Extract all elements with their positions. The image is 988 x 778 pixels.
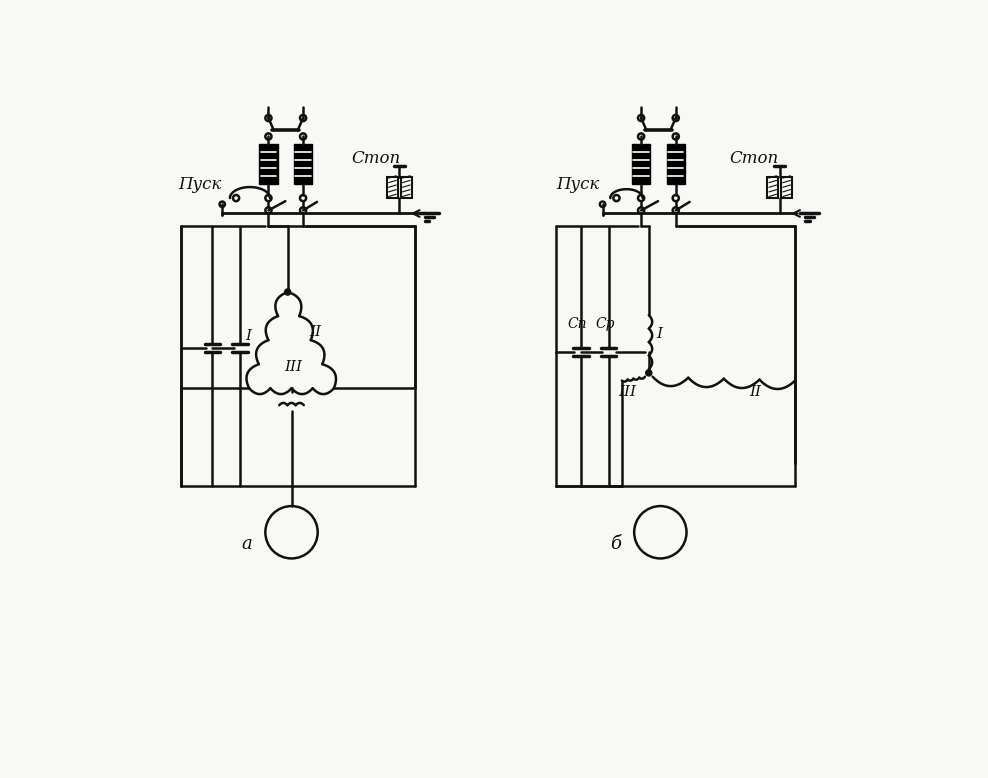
Circle shape xyxy=(673,133,679,139)
Text: Cп: Cп xyxy=(567,317,587,331)
Bar xyxy=(259,144,278,184)
Circle shape xyxy=(638,195,644,202)
Text: б: б xyxy=(611,535,621,553)
Circle shape xyxy=(266,195,272,202)
Text: II: II xyxy=(309,325,321,339)
Circle shape xyxy=(233,195,239,202)
Text: II: II xyxy=(749,385,761,399)
Bar xyxy=(667,144,685,184)
Bar xyxy=(387,177,398,198)
Bar xyxy=(293,144,312,184)
Text: a: a xyxy=(241,535,252,553)
Circle shape xyxy=(600,202,606,207)
Circle shape xyxy=(266,207,272,213)
Text: I: I xyxy=(245,329,251,343)
Text: I: I xyxy=(656,328,663,342)
Circle shape xyxy=(634,506,687,559)
Circle shape xyxy=(266,506,318,559)
Circle shape xyxy=(614,195,619,202)
Circle shape xyxy=(300,207,306,213)
Bar xyxy=(401,177,412,198)
Circle shape xyxy=(300,115,306,121)
Circle shape xyxy=(673,115,679,121)
Text: Стоп: Стоп xyxy=(730,149,779,166)
Text: Пуск: Пуск xyxy=(556,176,600,193)
Bar xyxy=(782,177,792,198)
Text: III: III xyxy=(618,385,636,399)
Circle shape xyxy=(638,133,644,139)
Bar xyxy=(768,177,779,198)
Circle shape xyxy=(646,370,652,376)
Circle shape xyxy=(266,115,272,121)
Circle shape xyxy=(300,133,306,139)
Circle shape xyxy=(673,207,679,213)
Text: Пуск: Пуск xyxy=(178,176,221,193)
Text: Cр: Cр xyxy=(595,317,615,331)
Text: Стоп: Стоп xyxy=(352,149,401,166)
Circle shape xyxy=(638,207,644,213)
Circle shape xyxy=(300,195,306,202)
Circle shape xyxy=(219,202,225,207)
Text: III: III xyxy=(284,360,301,374)
Circle shape xyxy=(673,195,679,202)
Circle shape xyxy=(266,133,272,139)
Bar xyxy=(632,144,650,184)
Circle shape xyxy=(285,289,290,295)
Circle shape xyxy=(638,115,644,121)
